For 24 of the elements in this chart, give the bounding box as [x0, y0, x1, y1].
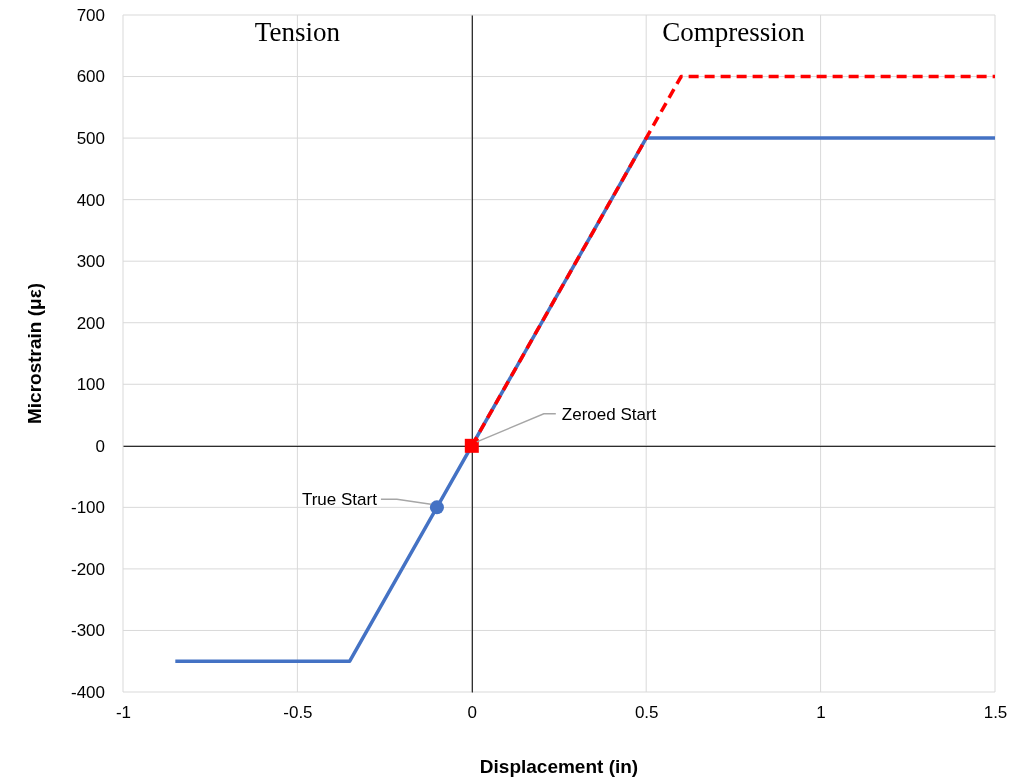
x-tick-label: 0 — [467, 703, 478, 723]
annotation: Compression — [662, 17, 806, 47]
y-tick-label: 700 — [76, 5, 105, 25]
y-tick-label: 300 — [76, 252, 105, 272]
y-tick-label: -400 — [70, 682, 105, 702]
y-tick-label: 100 — [76, 375, 105, 395]
annotation: True Start — [301, 490, 378, 510]
y-tick-label: -300 — [70, 621, 105, 641]
y-tick-label: 600 — [76, 67, 105, 87]
annotation: Tension — [254, 17, 341, 47]
annotation: Zeroed Start — [561, 404, 657, 424]
x-tick-label: 1.5 — [983, 703, 1008, 723]
x-tick-label: 1 — [816, 703, 826, 723]
y-tick-label: 500 — [76, 129, 105, 149]
x-tick-label: 0.5 — [634, 703, 659, 723]
y-axis-title: Microstrain (με) — [24, 283, 45, 424]
y-tick-label: 400 — [76, 190, 105, 210]
y-tick-label: -200 — [70, 559, 105, 579]
y-tick-label: -100 — [70, 498, 105, 518]
y-tick-label: 200 — [76, 313, 105, 333]
x-tick-label: -1 — [115, 703, 132, 723]
x-axis-title: Displacement (in) — [479, 756, 639, 777]
y-tick-label: 0 — [95, 436, 105, 456]
x-tick-label: -0.5 — [283, 703, 313, 723]
